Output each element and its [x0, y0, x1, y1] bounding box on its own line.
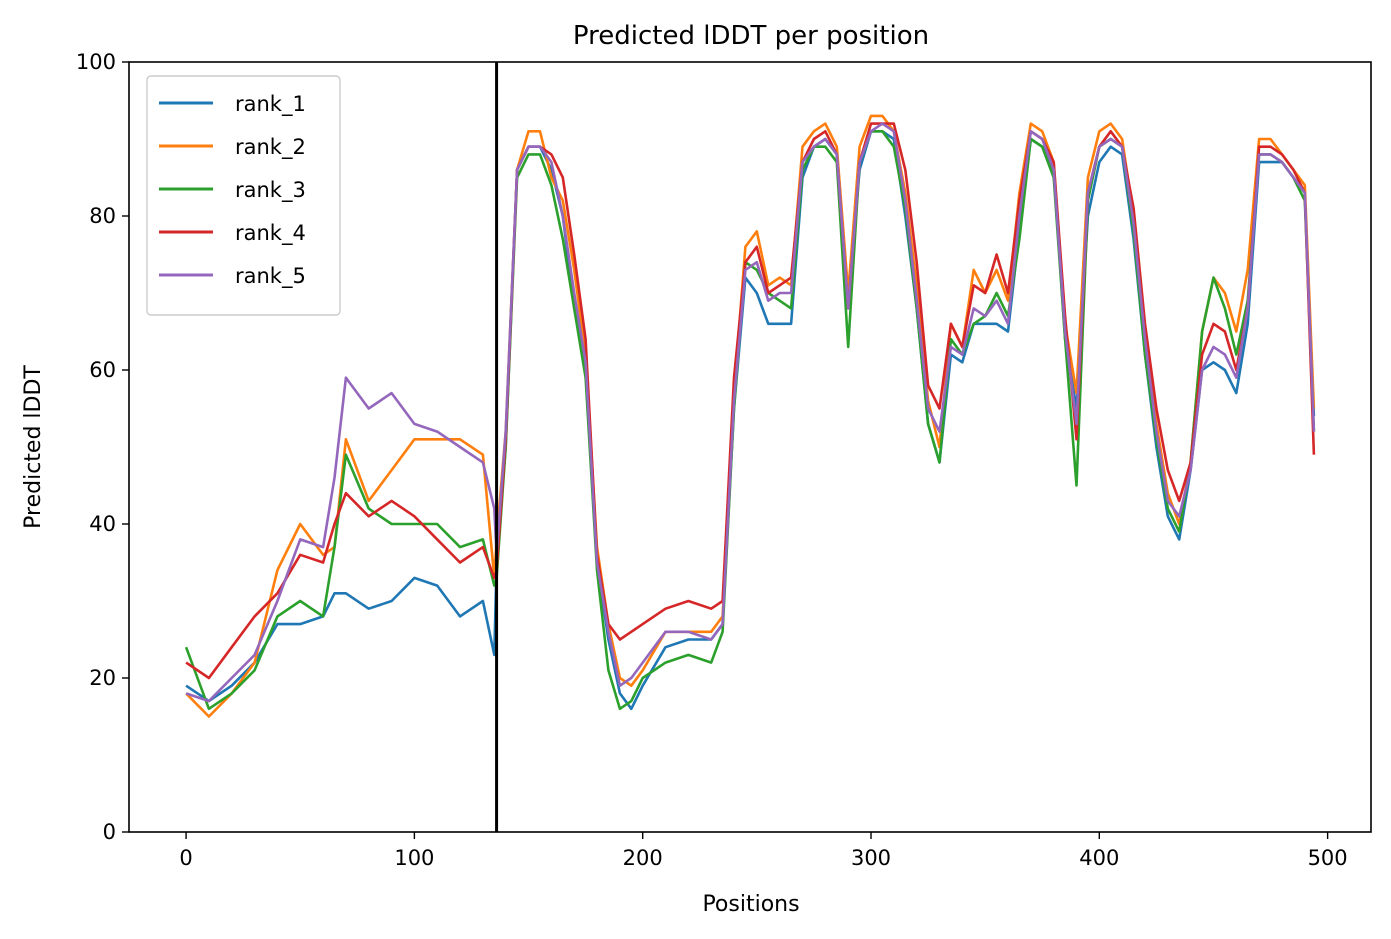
legend-box [146, 75, 341, 316]
x-tick-label: 500 [1308, 846, 1348, 870]
y-tick-label: 20 [89, 666, 116, 690]
y-tick-label: 80 [89, 204, 116, 228]
y-tick-label: 40 [89, 512, 116, 536]
legend-label: rank_5 [235, 264, 306, 289]
legend-label: rank_2 [235, 135, 306, 160]
chart-title: Predicted lDDT per position [573, 21, 929, 51]
legend-label: rank_1 [235, 92, 306, 117]
legend-label: rank_3 [235, 178, 306, 203]
x-tick-label: 400 [1079, 846, 1119, 870]
axes-frame [128, 61, 1372, 833]
legend: rank_1 rank_2 rank_3 rank_4 rank_5 [146, 75, 341, 316]
y-axis: 0 20 40 60 80 100 [76, 50, 129, 844]
y-tick-label: 60 [89, 358, 116, 382]
series-line-rank-5 [185, 122, 1316, 703]
x-tick-label: 100 [394, 846, 434, 870]
plot-area [184, 62, 1316, 832]
legend-label: rank_4 [235, 221, 306, 246]
x-tick-label: 300 [851, 846, 891, 870]
x-tick-label: 200 [623, 846, 663, 870]
y-axis-title: Predicted lDDT [21, 365, 46, 529]
x-tick-label: 0 [179, 846, 192, 870]
y-tick-label: 0 [103, 820, 116, 844]
x-axis-title: Positions [702, 892, 799, 917]
x-axis: 0 100 200 300 400 500 [179, 832, 1348, 870]
series-line-rank-4 [185, 122, 1316, 680]
y-tick-label: 100 [76, 50, 116, 74]
